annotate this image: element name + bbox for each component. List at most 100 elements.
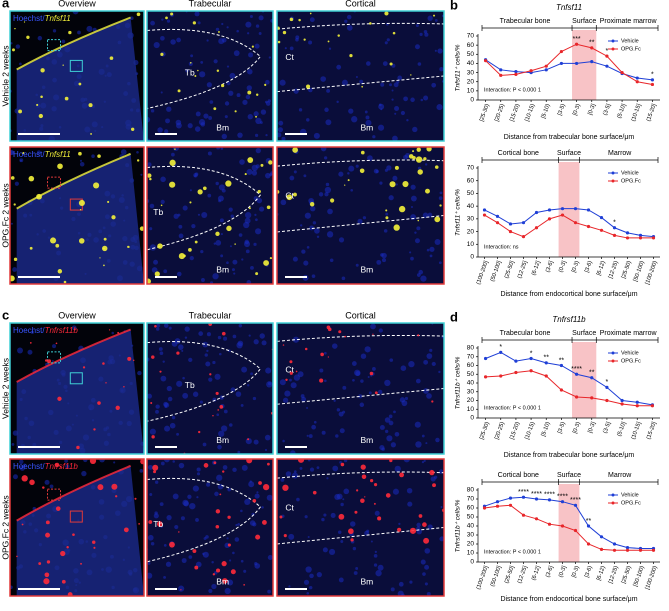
nucleus <box>160 199 165 204</box>
nucleus <box>393 410 396 414</box>
gene-name: Tnfsf11 <box>45 150 71 159</box>
nucleus <box>382 61 388 66</box>
signal-dot <box>293 192 297 197</box>
nucleus <box>342 385 347 390</box>
signal-dot <box>385 493 391 498</box>
nucleus <box>52 29 57 33</box>
nucleus <box>301 396 307 402</box>
signal-dot <box>153 470 157 474</box>
signal-dot <box>246 459 253 464</box>
signal-dot <box>370 479 374 483</box>
y-tick-label: 60 <box>467 362 475 369</box>
nucleus <box>129 16 134 20</box>
nucleus <box>244 241 251 248</box>
section-label: Surface <box>572 18 596 25</box>
nucleus <box>243 221 250 229</box>
x-tick-label: [15-20) <box>509 103 521 122</box>
signal-dot <box>136 12 141 17</box>
nucleus <box>437 48 443 54</box>
nucleus <box>307 535 310 539</box>
nucleus <box>439 536 444 542</box>
trabecula-outline <box>147 165 262 251</box>
nucleus <box>362 216 367 220</box>
nucleus <box>359 79 364 84</box>
nucleus <box>238 324 243 328</box>
signal-dot <box>309 202 315 207</box>
nucleus <box>199 71 206 78</box>
nucleus <box>414 231 417 234</box>
signal-dot <box>21 523 24 526</box>
signal-dot <box>44 572 50 578</box>
nucleus <box>292 336 300 343</box>
nucleus <box>226 261 229 265</box>
nucleus <box>111 331 115 335</box>
annotation: Interaction: P < 0.000 1 <box>484 405 541 411</box>
data-point <box>559 363 564 368</box>
gene-name: Tnfrsf11b <box>45 462 79 471</box>
nucleus <box>284 47 287 50</box>
nucleus <box>281 136 286 141</box>
nucleus <box>378 103 382 107</box>
signal-dot <box>354 510 358 514</box>
nucleus <box>392 488 399 495</box>
x-tick-label: [6-12) <box>596 260 607 276</box>
signal-dot <box>225 180 232 187</box>
nucleus <box>229 423 233 427</box>
data-point <box>508 229 513 234</box>
x-tick-label: (12-25] <box>517 260 529 280</box>
section-label: Trabecular bone <box>500 18 551 25</box>
y-tick-label: 20 <box>467 541 475 548</box>
nucleus <box>308 434 313 438</box>
signal-dot <box>417 219 420 222</box>
signal-dot <box>23 21 26 23</box>
nucleus <box>424 163 428 166</box>
nucleus <box>398 581 404 587</box>
nucleus <box>370 540 373 543</box>
nucleus <box>386 38 390 42</box>
signal-dot <box>263 260 270 266</box>
x-axis-title: Distance from endocortical bone surface/… <box>500 596 637 603</box>
nucleus <box>305 566 312 573</box>
signal-dot <box>247 438 250 441</box>
nucleus <box>375 169 379 174</box>
trabecula-outline <box>147 28 262 109</box>
nucleus <box>173 213 179 219</box>
x-tick-label: [10-15) <box>524 421 536 440</box>
micrograph <box>277 147 444 284</box>
image-frame <box>146 322 274 455</box>
significance: * <box>606 379 609 386</box>
signal-dot <box>38 113 43 119</box>
signal-dot <box>213 107 217 111</box>
nucleus <box>37 35 43 41</box>
signal-dot <box>221 331 226 336</box>
legend-marker <box>611 47 615 51</box>
signal-dot <box>140 459 144 465</box>
bone-edge <box>16 152 131 210</box>
nucleus <box>172 493 179 500</box>
nucleus <box>250 265 254 270</box>
y-tick-label: 0 <box>470 559 474 566</box>
signal-dot <box>97 484 104 491</box>
signal-dot <box>297 459 305 463</box>
signal-dot <box>269 256 272 260</box>
nucleus <box>228 90 234 96</box>
y-tick-label: 50 <box>467 190 475 197</box>
data-point <box>560 524 565 528</box>
nucleus <box>327 208 333 215</box>
signal-dot <box>361 85 364 88</box>
significance: *** <box>572 36 580 43</box>
nucleus <box>408 360 415 368</box>
nucleus <box>255 164 260 169</box>
x-tick-label: [0-3] <box>587 103 597 116</box>
nucleus <box>261 340 267 346</box>
nucleus <box>391 98 394 101</box>
legend-marker <box>611 39 615 43</box>
nucleus <box>27 349 33 355</box>
nucleus <box>180 516 185 521</box>
nucleus <box>233 50 240 57</box>
signal-dot <box>68 30 72 35</box>
x-tick-label: (10-15] <box>631 421 643 441</box>
nucleus <box>259 333 265 339</box>
x-tick-label: [5-10) <box>541 421 552 437</box>
y-axis-title: Tnfsf11⁺ cells/% <box>455 44 462 91</box>
